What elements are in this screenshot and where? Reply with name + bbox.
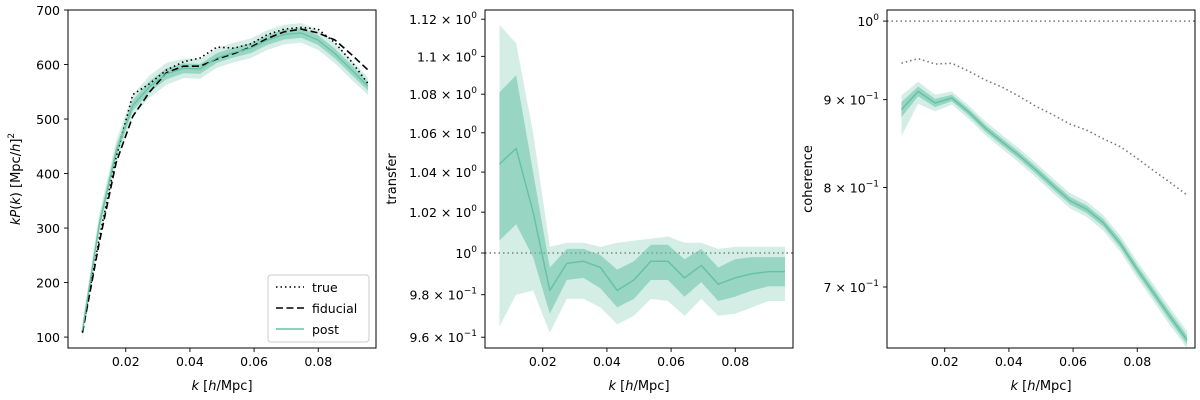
tick-exponent: 0 [471,86,477,96]
y-tick-label: 500 [36,112,60,127]
x-tick-label: 0.06 [1059,354,1087,369]
x-tick-label: 0.04 [995,354,1023,369]
y-tick-label: 600 [36,58,60,73]
y-tick-label: 400 [36,167,60,182]
x-tick-label: 0.04 [593,354,621,369]
tick-exponent: −1 [464,287,477,297]
plot-area [887,20,1195,348]
series-line-post [81,32,369,331]
tick-mantissa: 1.04 × 10 [409,165,471,180]
plot-area [485,24,793,333]
x-tick-label: 0.08 [304,354,332,369]
y-tick-label: 1.12 × 100 [409,11,477,27]
confidence-band-inner [499,75,785,314]
series-line-post [498,147,785,292]
y-tick-label: 9.6 × 10−1 [410,329,478,345]
tick-exponent: 0 [471,245,477,255]
y-tick-label: 1.1 × 100 [417,48,477,64]
tick-exponent: 0 [471,48,477,58]
y-tick-label: 1.04 × 100 [409,164,477,180]
x-tick-label: 0.02 [529,354,557,369]
x-tick-label: 0.02 [931,354,959,369]
y-tick-label: 9.8 × 10−1 [410,287,478,303]
tick-exponent: 0 [471,204,477,214]
y-axis-label: kP(k) [Mpc/h]2 [7,133,24,225]
tick-exponent: −1 [866,179,879,189]
tick-exponent: −1 [464,329,477,339]
y-tick-label: 300 [36,221,60,236]
tick-mantissa: 7 × 10 [823,280,865,295]
x-axis-label: k [h/Mpc] [1010,379,1071,394]
confidence-band-outer [901,81,1187,348]
plot-area [81,23,369,340]
tick-mantissa: 9 × 10 [823,93,865,108]
tick-mantissa: 9.8 × 10 [410,288,464,303]
y-tick-label: 1.06 × 100 [409,125,477,141]
confidence-band-inner [901,86,1187,345]
y-tick-label: 8 × 10−1 [823,179,879,195]
y-tick-label: 100 [455,245,477,261]
tick-mantissa: 10 [455,246,471,261]
legend-box [267,274,370,343]
y-tick-label: 100 [36,330,60,345]
axes-frame [484,9,794,349]
panel-power-spectrum: 0.02 0.04 0.06 0.08 100 200 300 400 500 600 700 k [… [7,3,377,394]
tick-exponent: 0 [471,125,477,135]
series-line-series-1 [900,90,1188,341]
y-tick-label: 100 [857,13,879,29]
x-axis-label: k [h/Mpc] [191,379,252,394]
y-tick-label: 200 [36,276,60,291]
y-tick-label: 9 × 10−1 [823,92,879,108]
legend-label-post: post [312,322,339,337]
tick-mantissa: 8 × 10 [823,180,865,195]
series-line-fiducial [81,28,369,333]
axes-frame [67,9,377,349]
tick-exponent: 0 [471,11,477,21]
tick-mantissa: 1.06 × 10 [409,126,471,141]
tick-exponent: 0 [471,164,477,174]
panel-coherence: 0.02 0.04 0.06 0.087 × 10−18 × 10−19 × 10−1… [801,9,1196,394]
x-tick-label: 0.08 [1123,354,1151,369]
tick-mantissa: 1.1 × 10 [417,49,471,64]
x-axis-label: k [h/Mpc] [608,379,669,394]
tick-mantissa: 1.08 × 10 [409,87,471,102]
x-tick-label: 0.08 [721,354,749,369]
x-tick-label: 0.02 [112,354,140,369]
tick-mantissa: 10 [857,14,873,29]
tick-mantissa: 1.02 × 10 [409,205,471,220]
legend-label-true: true [312,280,338,295]
tick-exponent: −1 [866,279,879,289]
y-tick-label: 7 × 10−1 [823,279,879,295]
tick-exponent: −1 [866,92,879,102]
x-tick-label: 0.04 [176,354,204,369]
x-tick-label: 0.06 [657,354,685,369]
tick-mantissa: 9.6 × 10 [410,330,464,345]
panel-transfer: 0.02 0.04 0.06 0.089.6 × 10−19.8 × 10−11001… [385,9,794,394]
y-tick-label: 700 [36,3,60,18]
tick-mantissa: 1.12 × 10 [409,12,471,27]
y-axis-label: coherence [801,145,816,213]
legend-label-fiducial: fiducial [312,301,357,316]
y-tick-label: 1.08 × 100 [409,86,477,102]
x-tick-label: 0.06 [240,354,268,369]
y-tick-label: 1.02 × 100 [409,204,477,220]
legend: true fiducial post [267,274,370,343]
axes-frame [886,9,1196,349]
y-axis-label: transfer [385,153,400,205]
tick-exponent: 0 [873,13,879,23]
